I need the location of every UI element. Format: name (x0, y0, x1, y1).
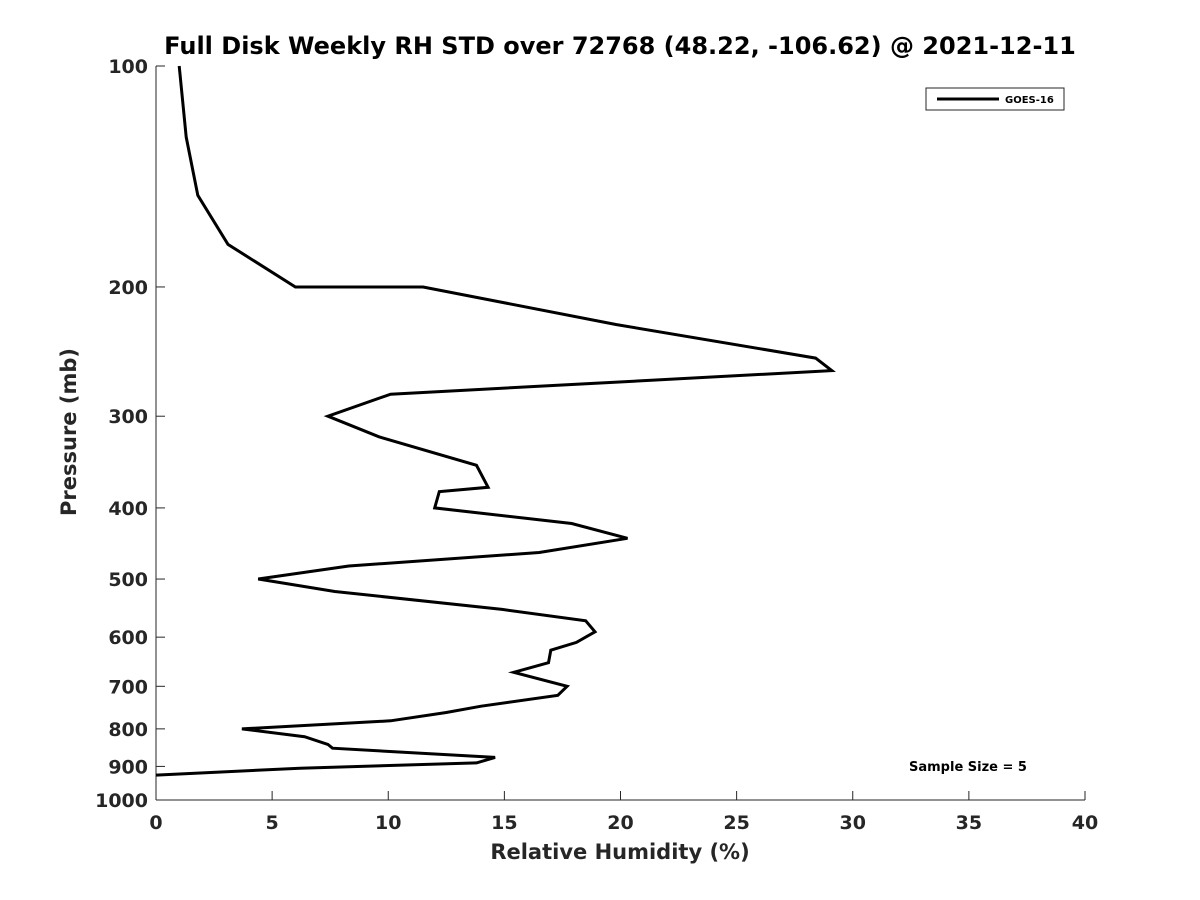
axes: 0 5 10 15 20 25 30 35 40 100 200 300 400 500 600 700 800… (95, 56, 1098, 834)
x-tick-label: 20 (607, 812, 633, 834)
y-tick-label: 900 (108, 756, 148, 778)
y-tick-label: 100 (108, 56, 148, 78)
y-tick-label: 500 (108, 569, 148, 591)
series-line-goes-16 (155, 65, 836, 777)
y-tick-label: 400 (108, 498, 148, 520)
x-tick-label: 0 (149, 812, 162, 834)
x-tick-label: 30 (840, 812, 866, 834)
x-tick-label: 15 (491, 812, 517, 834)
plot-area (155, 65, 836, 777)
legend-label-goes-16: GOES-16 (1005, 95, 1054, 106)
chart-title: Full Disk Weekly RH STD over 72768 (48.2… (164, 32, 1076, 60)
y-tick-label: 200 (108, 277, 148, 299)
x-tick-label: 10 (375, 812, 401, 834)
y-tick-label: 1000 (95, 790, 148, 812)
x-tick-label: 25 (723, 812, 749, 834)
legend: GOES-16 (925, 87, 1065, 111)
y-tick-label: 600 (108, 627, 148, 649)
sample-size-annotation: Sample Size = 5 (909, 760, 1027, 775)
x-axis-label: Relative Humidity (%) (490, 840, 749, 864)
x-tick-label: 5 (266, 812, 279, 834)
y-tick-label: 800 (108, 719, 148, 741)
x-tick-label: 40 (1072, 812, 1098, 834)
y-axis-label: Pressure (mb) (57, 348, 81, 516)
y-tick-label: 300 (108, 406, 148, 428)
y-tick-label: 700 (108, 676, 148, 698)
x-tick-label: 35 (956, 812, 982, 834)
